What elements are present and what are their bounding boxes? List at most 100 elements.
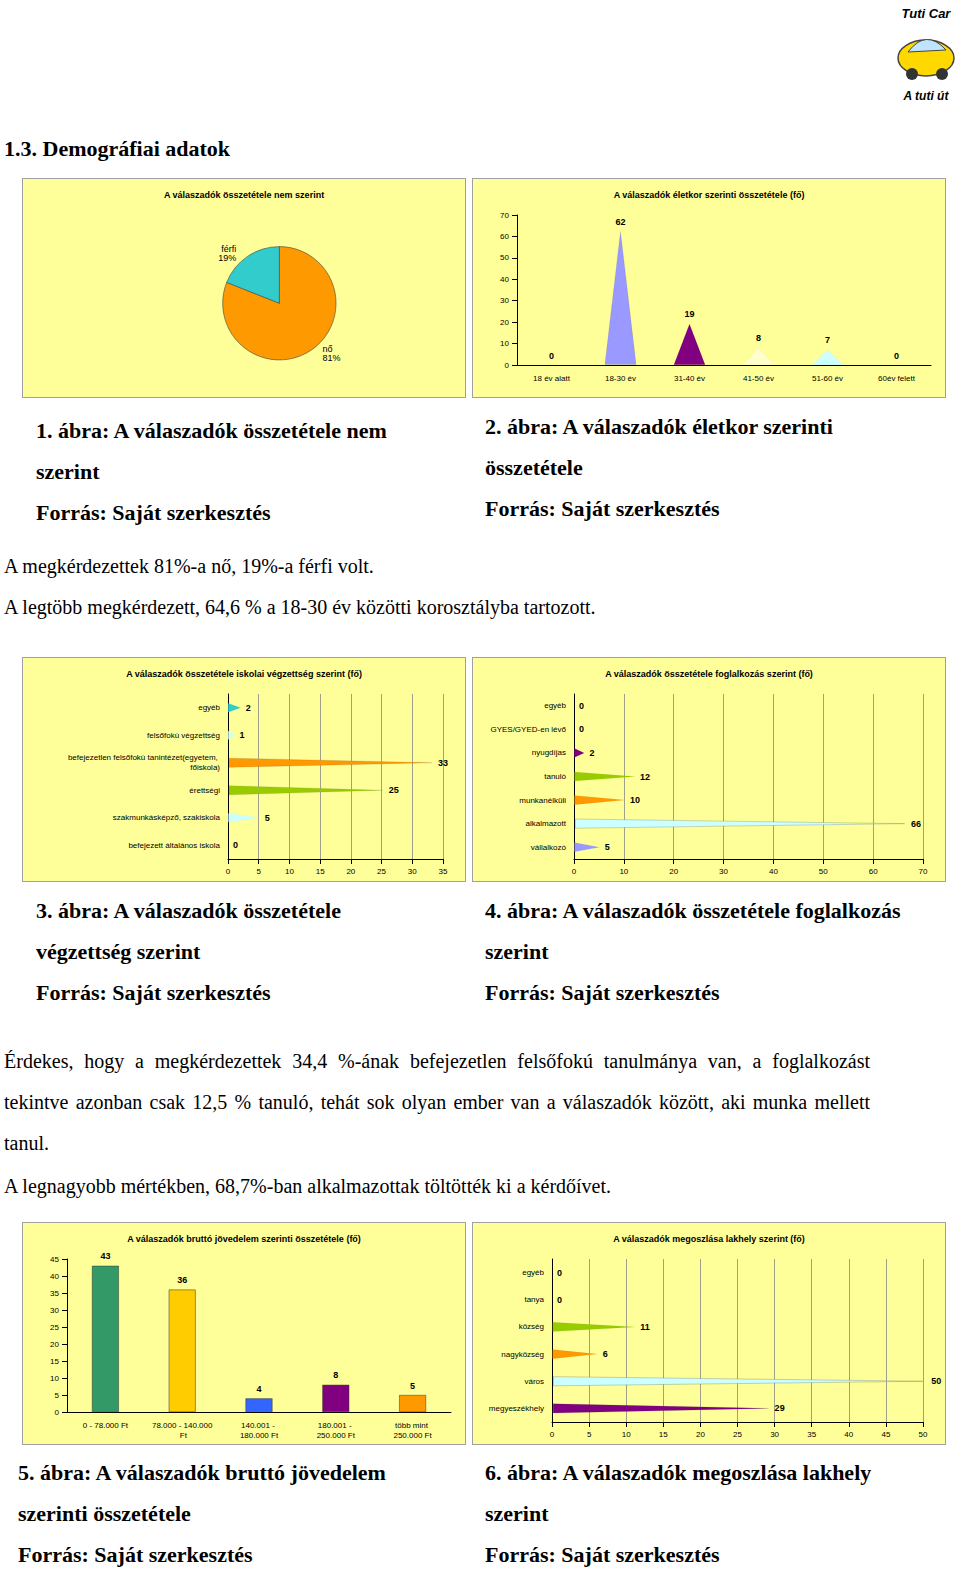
svg-text:10: 10: [619, 867, 628, 876]
svg-text:10: 10: [285, 867, 294, 876]
svg-text:5: 5: [256, 867, 261, 876]
svg-text:4: 4: [256, 1384, 261, 1394]
svg-text:tanuló: tanuló: [544, 772, 566, 781]
svg-text:szakmunkásképző, szakiskola: szakmunkásképző, szakiskola: [113, 813, 221, 822]
svg-text:A válaszadók összetétele iskol: A válaszadók összetétele iskolai végzett…: [126, 669, 362, 679]
svg-text:GYES/GYED-en lévő: GYES/GYED-en lévő: [490, 725, 566, 734]
svg-text:Tuti Car: Tuti Car: [902, 6, 952, 21]
svg-text:30: 30: [500, 296, 509, 305]
svg-text:43: 43: [100, 1251, 110, 1261]
svg-text:30: 30: [719, 867, 728, 876]
svg-text:70: 70: [919, 867, 928, 876]
svg-text:60: 60: [869, 867, 878, 876]
svg-text:250.000 Ft: 250.000 Ft: [393, 1431, 432, 1440]
svg-text:megyeszékhely: megyeszékhely: [489, 1404, 544, 1413]
svg-text:70: 70: [500, 211, 509, 220]
svg-text:0: 0: [550, 1430, 555, 1439]
svg-text:8: 8: [756, 333, 761, 343]
svg-text:5: 5: [265, 813, 270, 823]
svg-text:60év felett: 60év felett: [878, 374, 916, 383]
svg-text:25: 25: [389, 785, 399, 795]
svg-text:főiskola): főiskola): [190, 763, 220, 772]
svg-text:0: 0: [233, 840, 238, 850]
svg-text:31-40 év: 31-40 év: [674, 374, 705, 383]
svg-text:35: 35: [50, 1289, 59, 1298]
svg-text:15: 15: [316, 867, 325, 876]
svg-text:0: 0: [505, 361, 510, 370]
svg-text:250.000 Ft: 250.000 Ft: [317, 1431, 356, 1440]
svg-text:66: 66: [911, 819, 921, 829]
svg-text:vállalkozó: vállalkozó: [531, 843, 567, 852]
svg-text:5: 5: [587, 1430, 592, 1439]
svg-text:egyéb: egyéb: [522, 1268, 544, 1277]
svg-text:A válaszadók bruttó jövedelem: A válaszadók bruttó jövedelem szerinti ö…: [127, 1234, 361, 1244]
svg-text:180.001 -: 180.001 -: [318, 1421, 354, 1430]
svg-text:50: 50: [500, 253, 509, 262]
svg-text:A válaszadók életkor szerinti: A válaszadók életkor szerinti összetétel…: [614, 190, 805, 200]
svg-text:29: 29: [775, 1403, 785, 1413]
svg-text:35: 35: [807, 1430, 816, 1439]
svg-text:36: 36: [177, 1275, 187, 1285]
svg-text:0: 0: [894, 351, 899, 361]
svg-text:0: 0: [557, 1295, 562, 1305]
svg-text:45: 45: [50, 1255, 59, 1264]
svg-text:30: 30: [770, 1430, 779, 1439]
svg-text:község: község: [519, 1322, 544, 1331]
svg-text:40: 40: [769, 867, 778, 876]
svg-text:15: 15: [50, 1357, 59, 1366]
svg-text:62: 62: [615, 217, 625, 227]
svg-text:2: 2: [589, 748, 594, 758]
svg-text:0: 0: [557, 1268, 562, 1278]
svg-text:munkanélküli: munkanélküli: [519, 796, 566, 805]
svg-text:19: 19: [684, 309, 694, 319]
svg-text:5: 5: [55, 1391, 60, 1400]
svg-text:0: 0: [579, 701, 584, 711]
svg-text:tanya: tanya: [524, 1295, 544, 1304]
svg-text:A válaszadók összetétele nem s: A válaszadók összetétele nem szerint: [164, 190, 324, 200]
svg-text:7: 7: [825, 335, 830, 345]
svg-text:10: 10: [622, 1430, 631, 1439]
svg-text:35: 35: [439, 867, 448, 876]
svg-text:város: város: [524, 1377, 544, 1386]
svg-text:érettségi: érettségi: [189, 786, 220, 795]
svg-text:20: 20: [346, 867, 355, 876]
svg-text:nagyközség: nagyközség: [501, 1350, 544, 1359]
svg-text:11: 11: [640, 1322, 650, 1332]
svg-text:25: 25: [733, 1430, 742, 1439]
svg-text:A tuti út: A tuti út: [903, 89, 950, 103]
svg-text:0 - 78.000 Ft: 0 - 78.000 Ft: [83, 1421, 129, 1430]
svg-text:78.000 - 140.000: 78.000 - 140.000: [152, 1421, 213, 1430]
svg-text:140.001 -: 140.001 -: [241, 1421, 277, 1430]
svg-text:8: 8: [333, 1370, 338, 1380]
svg-text:19%: 19%: [218, 253, 236, 263]
svg-text:51-60 év: 51-60 év: [812, 374, 843, 383]
svg-text:felsőfokú végzettség: felsőfokú végzettség: [147, 731, 220, 740]
svg-text:0: 0: [55, 1408, 60, 1417]
svg-text:10: 10: [500, 339, 509, 348]
svg-text:20: 20: [696, 1430, 705, 1439]
svg-text:1: 1: [240, 730, 245, 740]
svg-text:45: 45: [881, 1430, 890, 1439]
svg-text:40: 40: [50, 1272, 59, 1281]
svg-text:5: 5: [605, 842, 610, 852]
svg-text:A válaszadók összetétele fogla: A válaszadók összetétele foglalkozás sze…: [605, 669, 813, 679]
svg-text:0: 0: [549, 351, 554, 361]
svg-text:A válaszadók megoszlása lakhel: A válaszadók megoszlása lakhely szerint …: [613, 1234, 805, 1244]
svg-text:50: 50: [919, 1430, 928, 1439]
svg-text:18 év alatt: 18 év alatt: [533, 374, 571, 383]
svg-text:50: 50: [819, 867, 828, 876]
svg-text:0: 0: [579, 724, 584, 734]
svg-text:0: 0: [226, 867, 231, 876]
svg-text:40: 40: [500, 275, 509, 284]
svg-text:30: 30: [50, 1306, 59, 1315]
svg-text:40: 40: [844, 1430, 853, 1439]
svg-text:Ft: Ft: [178, 1431, 188, 1440]
svg-text:20: 20: [500, 318, 509, 327]
svg-text:5: 5: [410, 1381, 415, 1391]
svg-text:33: 33: [438, 758, 448, 768]
svg-text:20: 20: [669, 867, 678, 876]
svg-text:81%: 81%: [322, 353, 340, 363]
svg-text:nyugdíjas: nyugdíjas: [532, 748, 566, 757]
svg-text:60: 60: [500, 232, 509, 241]
svg-text:6: 6: [603, 1349, 608, 1359]
